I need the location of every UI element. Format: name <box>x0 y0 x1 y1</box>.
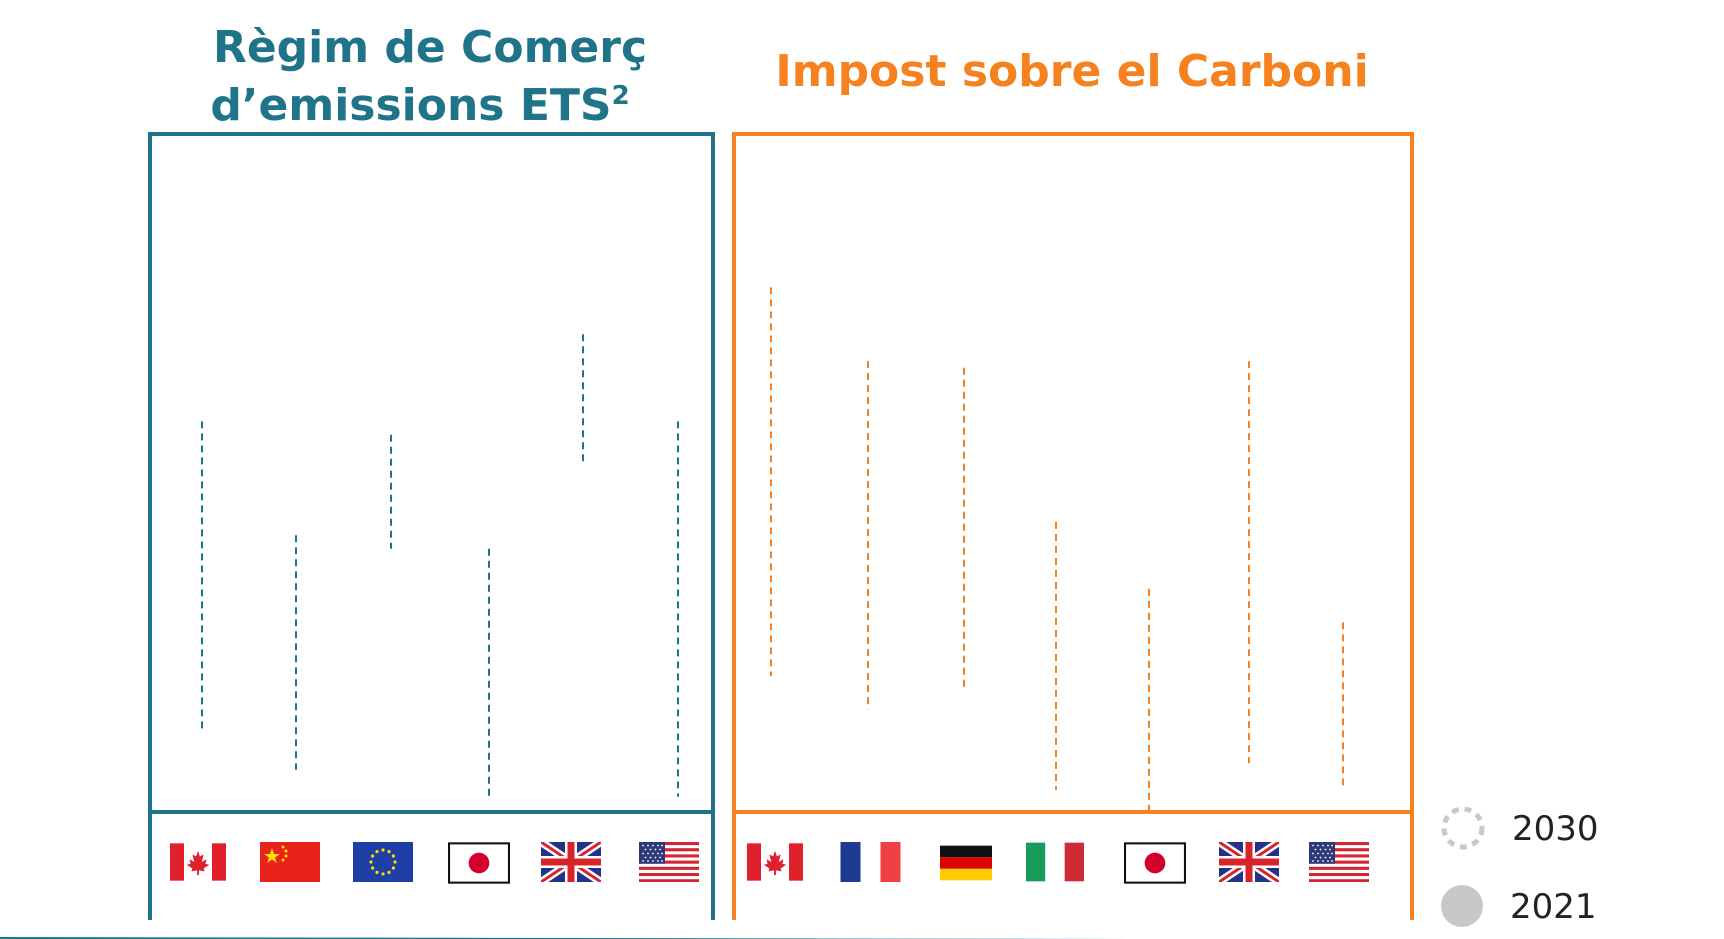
legend-2030-marker <box>1441 806 1485 850</box>
ets-title-line1: Règim de Comerç <box>213 22 647 73</box>
tax-range-lines <box>770 287 1344 810</box>
legend-2021-marker <box>1441 885 1483 927</box>
germany-flag-icon <box>940 845 992 881</box>
canada-flag-icon <box>747 843 803 881</box>
japan-flag-icon <box>448 842 510 884</box>
italy-flag-icon <box>1026 842 1084 882</box>
ets-range-lines <box>201 334 679 797</box>
japan-flag-icon <box>1124 842 1186 884</box>
china-flag-icon <box>260 842 320 882</box>
ets-flag-row <box>170 842 699 884</box>
legend-2021-label: 2021 <box>1510 887 1597 927</box>
tax-panel-frame <box>732 132 1414 920</box>
uk-flag-icon <box>1219 842 1279 882</box>
legend-2030-label: 2030 <box>1512 809 1599 849</box>
ets-panel-frame <box>148 132 715 920</box>
france-flag-icon <box>840 842 901 882</box>
canada-flag-icon <box>170 843 226 881</box>
eu-flag-icon <box>353 842 413 882</box>
usa-flag-icon <box>639 842 699 882</box>
legend: 2030 2021 <box>1441 806 1599 927</box>
uk-flag-icon <box>541 842 601 882</box>
tax-title: Impost sobre el Carboni <box>775 46 1368 97</box>
ets-title-line2: d’emissions ETS2 <box>210 80 629 131</box>
usa-flag-icon <box>1309 842 1369 882</box>
tax-flag-row <box>747 842 1369 884</box>
